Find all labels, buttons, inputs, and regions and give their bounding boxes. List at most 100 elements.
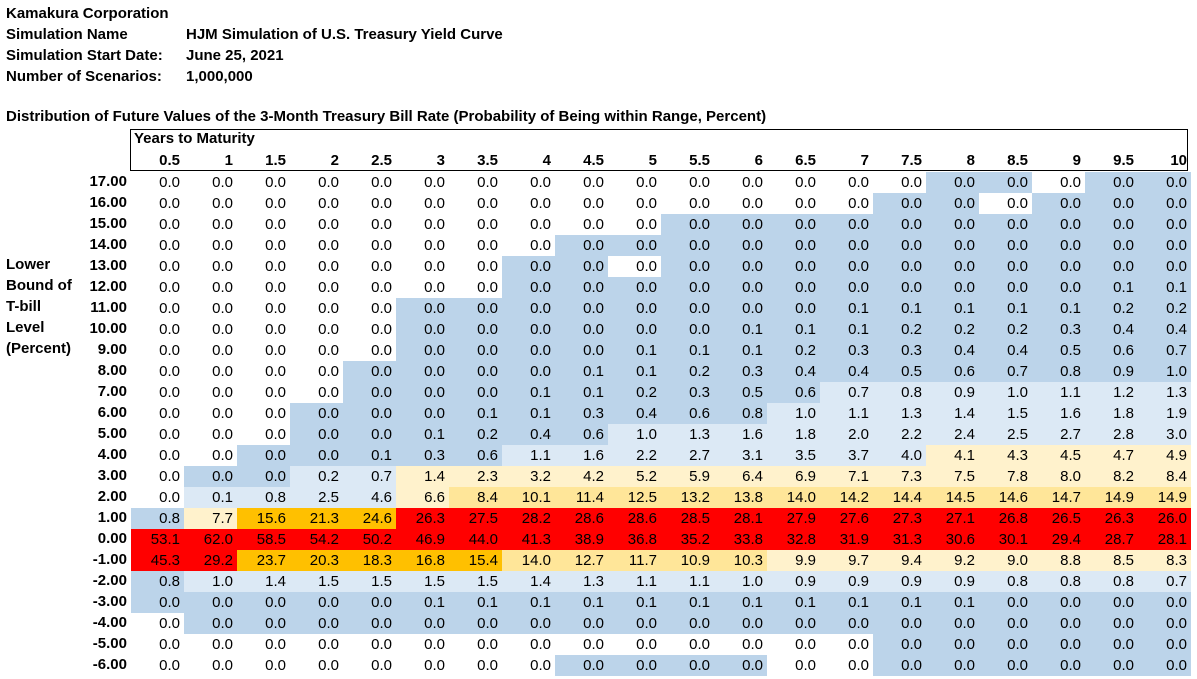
heatmap-cell: 0.0 <box>979 235 1032 256</box>
heatmap-cell: 0.0 <box>343 361 396 382</box>
row-header: -5.00 <box>92 635 127 652</box>
heatmap-cell: 62.0 <box>184 529 237 550</box>
heatmap-cell: 0.0 <box>661 298 714 319</box>
heatmap-cell: 0.1 <box>502 592 555 613</box>
heatmap-cell: 1.6 <box>555 445 608 466</box>
heatmap-cell: 8.2 <box>1085 466 1138 487</box>
heatmap-cell: 31.3 <box>873 529 926 550</box>
heatmap-cell: 0.0 <box>608 613 661 634</box>
heatmap-cell: 0.0 <box>343 424 396 445</box>
heatmap-cell: 0.2 <box>926 319 979 340</box>
heatmap-cell: 0.4 <box>502 424 555 445</box>
sim-name-label: Simulation Name <box>6 26 128 43</box>
heatmap-cell: 0.0 <box>767 214 820 235</box>
heatmap-cell: 0.2 <box>1085 298 1138 319</box>
heatmap-cell: 0.0 <box>396 214 449 235</box>
heatmap-cell: 0.0 <box>555 634 608 655</box>
heatmap-cell: 0.0 <box>396 613 449 634</box>
heatmap-cell: 11.7 <box>608 550 661 571</box>
heatmap-cell: 0.0 <box>873 613 926 634</box>
heatmap-cell: 0.0 <box>237 235 290 256</box>
heatmap-cell: 0.9 <box>1085 361 1138 382</box>
heatmap-cell: 0.0 <box>184 466 237 487</box>
heatmap-cell: 5.9 <box>661 466 714 487</box>
heatmap-cell: 13.2 <box>661 487 714 508</box>
heatmap-cell: 0.0 <box>343 403 396 424</box>
heatmap-cell: 0.0 <box>1085 193 1138 214</box>
heatmap-cell: 0.0 <box>661 172 714 193</box>
heatmap-cell: 0.1 <box>449 403 502 424</box>
row-axis-label-5: (Percent) <box>6 340 72 357</box>
heatmap-cell: 1.1 <box>1032 382 1085 403</box>
heatmap-cell: 0.8 <box>131 571 184 592</box>
heatmap-cell: 0.0 <box>555 655 608 676</box>
heatmap-cell: 0.0 <box>502 235 555 256</box>
heatmap-cell: 0.0 <box>396 403 449 424</box>
heatmap-cell: 0.1 <box>767 319 820 340</box>
heatmap-cell: 0.0 <box>873 655 926 676</box>
heatmap-cell: 0.1 <box>820 298 873 319</box>
heatmap-cell: 54.2 <box>290 529 343 550</box>
heatmap-cell: 10.3 <box>714 550 767 571</box>
heatmap-cell: 29.4 <box>1032 529 1085 550</box>
heatmap-cell: 0.0 <box>184 319 237 340</box>
heatmap-cell: 0.0 <box>820 655 873 676</box>
years-to-maturity-label: Years to Maturity <box>134 130 255 147</box>
row-header: 10.00 <box>89 320 127 337</box>
row-header: 7.00 <box>97 383 127 400</box>
heatmap-cell: 6.4 <box>714 466 767 487</box>
heatmap-cell: 0.0 <box>131 319 184 340</box>
heatmap-cell: 0.0 <box>131 256 184 277</box>
heatmap-cell: 28.1 <box>1138 529 1191 550</box>
heatmap-cell: 2.0 <box>820 424 873 445</box>
heatmap-cell: 0.0 <box>1032 655 1085 676</box>
heatmap-cell: 6.6 <box>396 487 449 508</box>
heatmap-cell: 1.3 <box>873 403 926 424</box>
heatmap-cell: 23.7 <box>237 550 290 571</box>
heatmap-cell: 0.0 <box>131 193 184 214</box>
heatmap-cell: 0.0 <box>290 277 343 298</box>
heatmap-cell: 0.7 <box>1138 340 1191 361</box>
heatmap-cell: 0.0 <box>608 193 661 214</box>
heatmap-cell: 0.6 <box>1085 340 1138 361</box>
column-header: 6.5 <box>795 152 816 169</box>
heatmap-cell: 0.0 <box>608 256 661 277</box>
heatmap-cell: 1.3 <box>555 571 608 592</box>
heatmap-cell: 0.0 <box>608 235 661 256</box>
heatmap-cell: 0.0 <box>926 655 979 676</box>
heatmap-cell: 1.0 <box>1138 361 1191 382</box>
heatmap-cell: 0.0 <box>714 634 767 655</box>
heatmap-cell: 0.0 <box>767 655 820 676</box>
heatmap-cell: 0.7 <box>820 382 873 403</box>
row-header: 15.00 <box>89 215 127 232</box>
heatmap-cell: 0.0 <box>555 298 608 319</box>
heatmap-cell: 0.0 <box>820 256 873 277</box>
heatmap-cell: 0.0 <box>449 214 502 235</box>
heatmap-cell: 0.0 <box>184 193 237 214</box>
heatmap-cell: 0.0 <box>396 298 449 319</box>
heatmap-cell: 0.0 <box>767 193 820 214</box>
heatmap-cell: 0.0 <box>237 319 290 340</box>
heatmap-cell: 0.1 <box>873 592 926 613</box>
heatmap-cell: 0.1 <box>449 592 502 613</box>
row-header: 13.00 <box>89 257 127 274</box>
heatmap-cell: 0.0 <box>131 487 184 508</box>
heatmap-cell: 0.4 <box>1085 319 1138 340</box>
heatmap-cell: 4.6 <box>343 487 396 508</box>
heatmap-cell: 2.8 <box>1085 424 1138 445</box>
heatmap-cell: 0.0 <box>131 214 184 235</box>
heatmap-cell: 0.8 <box>237 487 290 508</box>
heatmap-cell: 0.0 <box>555 235 608 256</box>
heatmap-cell: 14.6 <box>979 487 1032 508</box>
heatmap-cell: 0.0 <box>184 340 237 361</box>
heatmap-cell: 14.5 <box>926 487 979 508</box>
heatmap-cell: 0.0 <box>979 613 1032 634</box>
heatmap-cell: 0.0 <box>396 634 449 655</box>
heatmap-cell: 0.0 <box>449 382 502 403</box>
heatmap-cell: 0.0 <box>290 235 343 256</box>
heatmap-cell: 0.8 <box>979 571 1032 592</box>
heatmap-cell: 0.0 <box>449 634 502 655</box>
heatmap-cell: 0.0 <box>184 298 237 319</box>
company-name: Kamakura Corporation <box>6 5 169 22</box>
heatmap-cell: 0.0 <box>502 256 555 277</box>
